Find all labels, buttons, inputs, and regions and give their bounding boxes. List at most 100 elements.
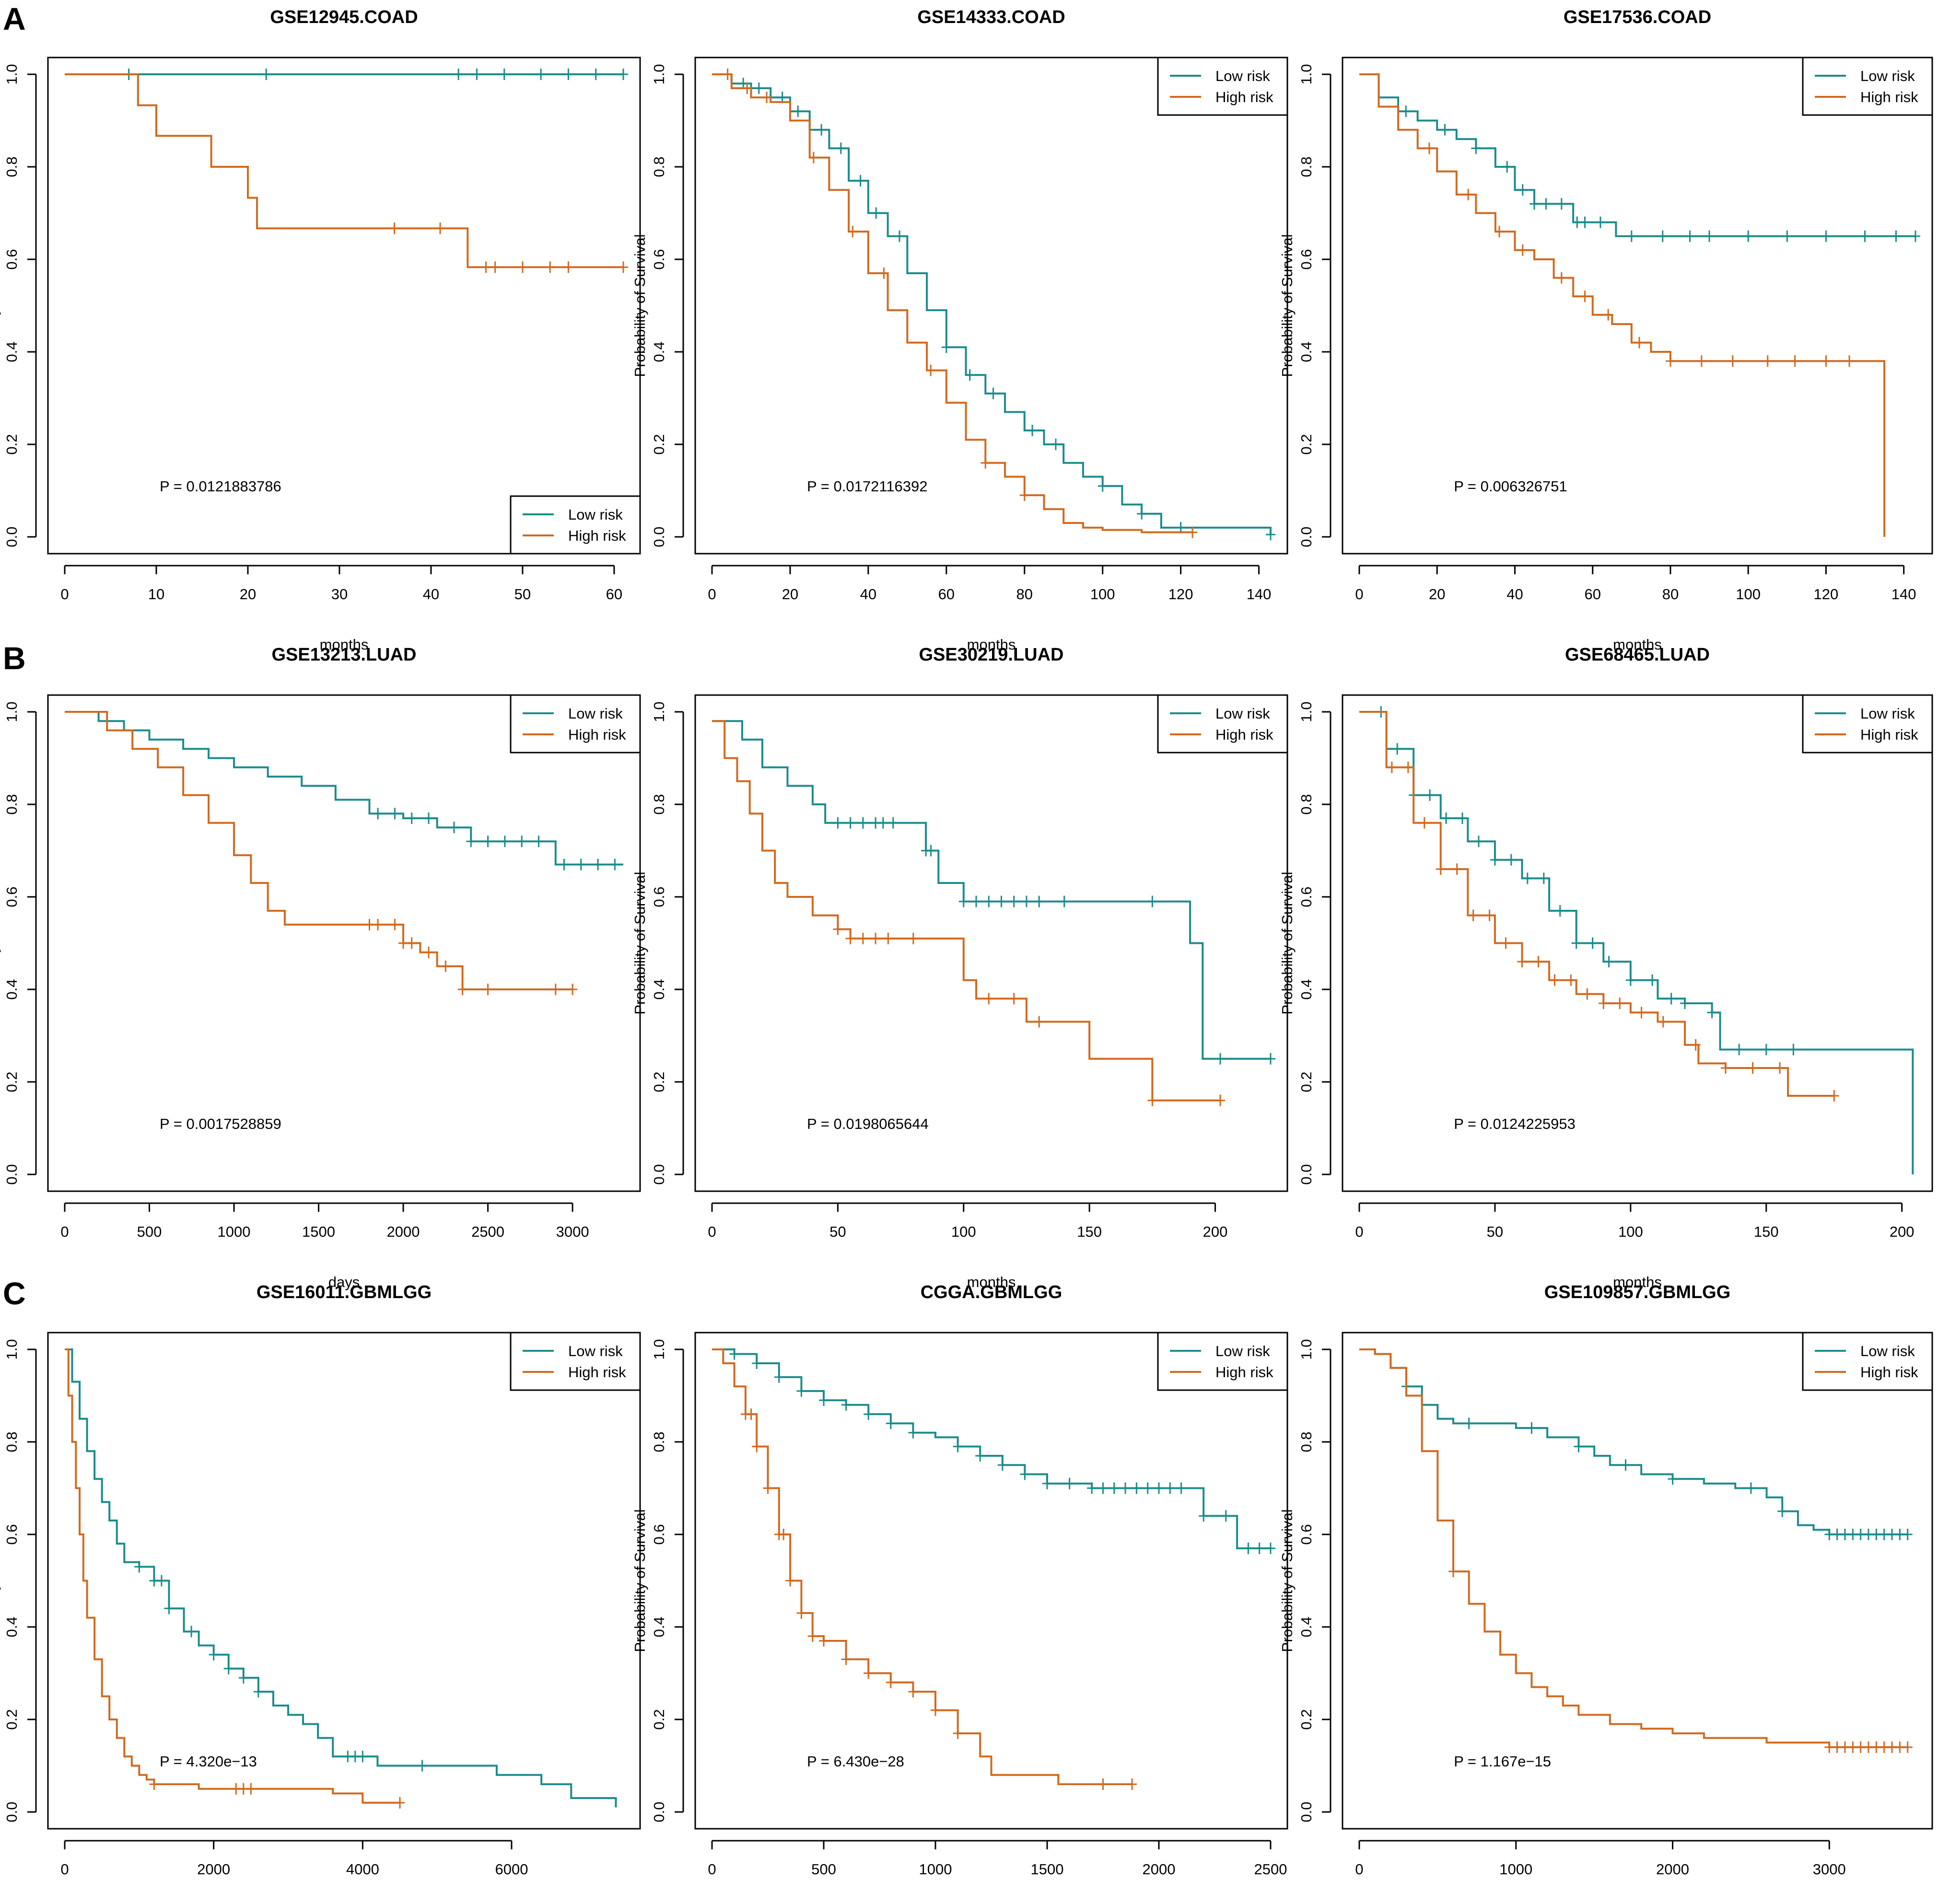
plot-frame — [694, 694, 1288, 1192]
censor-mark-high-risk — [1580, 290, 1590, 302]
plot-frame — [1342, 694, 1933, 1192]
censor-mark-low-risk — [871, 207, 881, 219]
censor-mark-low-risk — [1176, 1482, 1186, 1494]
survival-curve-high-risk — [65, 1348, 400, 1804]
y-axis-label: Probability of Survival — [1279, 871, 1296, 1014]
censor-mark-high-risk — [1658, 1016, 1668, 1028]
x-tick-label: 30 — [331, 586, 348, 603]
censor-mark-low-risk — [407, 812, 417, 824]
censor-mark-low-risk — [253, 1686, 263, 1698]
censor-mark-high-risk — [908, 932, 918, 944]
censor-mark-high-risk — [1215, 1094, 1226, 1106]
legend: Low risk High risk — [510, 694, 641, 754]
censor-mark-low-risk — [1891, 230, 1901, 242]
y-tick-label: 0.4 — [651, 341, 667, 362]
censor-mark-low-risk — [1401, 105, 1411, 117]
panel-letter-c: C — [3, 1276, 26, 1311]
x-axis-label: months — [967, 636, 1016, 653]
censor-mark-low-risk — [591, 69, 601, 80]
x-axis-label: months — [1613, 636, 1662, 653]
chart-gse13213-luad: GSE13213.LUAD 0 500 1000 1500 2000 2500 3000 day… — [0, 645, 641, 1290]
chart-title: CGGA.GBMLGG — [921, 1282, 1062, 1302]
censor-mark-low-risk — [958, 895, 969, 907]
censor-mark-high-risk — [390, 918, 400, 930]
censor-mark-high-risk — [441, 960, 451, 972]
legend: Low risk High risk — [510, 1332, 641, 1391]
p-value: P = 0.0172116392 — [807, 478, 927, 495]
censor-mark-low-risk — [563, 69, 573, 80]
censor-mark-high-risk — [1790, 355, 1800, 367]
y-tick-label: 0.4 — [3, 341, 20, 362]
y-tick-label: 0.0 — [651, 1164, 667, 1184]
censor-mark-low-risk — [1027, 425, 1038, 437]
legend-label-high-risk: High risk — [1215, 89, 1273, 105]
censor-mark-high-risk — [926, 364, 936, 376]
x-tick-label: 0 — [1355, 1223, 1363, 1240]
censor-mark-low-risk — [1788, 1044, 1798, 1056]
censor-mark-high-risk — [407, 937, 417, 949]
censor-mark-low-risk — [965, 369, 975, 381]
censor-mark-low-risk — [1009, 895, 1019, 907]
legend-label-high-risk: High risk — [568, 527, 626, 544]
censor-mark-low-risk — [1154, 1482, 1164, 1494]
x-tick-label: 200 — [1203, 1223, 1228, 1240]
legend-label-high-risk: High risk — [568, 726, 626, 743]
censor-mark-low-risk — [817, 124, 827, 136]
panel-letter-b: B — [3, 640, 26, 676]
censor-mark-low-risk — [1539, 872, 1549, 884]
y-tick-label: 1.0 — [3, 1339, 20, 1359]
censor-mark-low-risk — [1121, 1482, 1131, 1494]
censor-mark-low-risk — [997, 1459, 1007, 1471]
censor-mark-low-risk — [1440, 124, 1450, 136]
censor-mark-low-risk — [1626, 230, 1636, 242]
censor-mark-low-risk — [1680, 997, 1690, 1009]
y-tick-label: 0.8 — [3, 794, 20, 814]
x-axis-label: months — [1613, 1274, 1662, 1290]
censor-mark-low-risk — [1087, 1482, 1097, 1494]
chart-title: GSE30219.LUAD — [919, 645, 1063, 665]
x-axis-label: months — [967, 1274, 1016, 1290]
x-tick-label: 120 — [1814, 586, 1839, 603]
censor-mark-low-risk — [1143, 1482, 1153, 1494]
survival-curve-high-risk — [1359, 73, 1886, 537]
censor-mark-high-risk — [1556, 272, 1566, 284]
y-tick-label: 0.4 — [651, 979, 667, 999]
censor-mark-low-risk — [373, 808, 383, 820]
y-tick-label: 0.4 — [1298, 1616, 1315, 1637]
censor-mark-low-risk — [996, 895, 1006, 907]
y-tick-label: 1.0 — [1298, 1339, 1315, 1359]
censor-mark-low-risk — [845, 817, 855, 829]
censor-mark-low-risk — [1199, 1510, 1209, 1522]
chart-gse17536-coad: GSE17536.COAD 0 20 40 60 80 100 120 140 months 0.0… — [1279, 7, 1933, 653]
y-tick-label: 0.0 — [1298, 1801, 1315, 1822]
censor-mark-low-risk — [1059, 895, 1069, 907]
censor-mark-low-risk — [796, 1385, 806, 1397]
plot-frame — [47, 694, 641, 1192]
x-tick-label: 4000 — [346, 1861, 379, 1878]
censor-mark-low-risk — [1266, 529, 1275, 541]
x-tick-label: 1000 — [1499, 1861, 1532, 1878]
x-tick-label: 20 — [1429, 586, 1445, 603]
legend-box — [510, 495, 641, 555]
censor-mark-high-risk — [1424, 142, 1435, 154]
censor-mark-low-risk — [1473, 836, 1483, 848]
survival-curve-high-risk — [712, 720, 1221, 1102]
censor-mark-low-risk — [1221, 1510, 1231, 1522]
censor-mark-low-risk — [559, 859, 569, 871]
x-tick-label: 1000 — [218, 1223, 251, 1240]
x-tick-label: 150 — [1077, 1223, 1102, 1240]
chart-title: GSE68465.LUAD — [1565, 645, 1710, 665]
censor-mark-high-risk — [149, 1778, 159, 1790]
censor-mark-high-risk — [1720, 1062, 1730, 1074]
chart-gse30219-luad: GSE30219.LUAD 0 50 100 150 200 months 0.0 0.2 0.4… — [631, 645, 1288, 1290]
x-tick-label: 50 — [829, 1223, 846, 1240]
censor-mark-low-risk — [534, 836, 544, 848]
x-tick-label: 140 — [1891, 586, 1916, 603]
x-tick-label: 20 — [782, 586, 798, 603]
y-tick-label: 0.8 — [651, 156, 667, 177]
censor-mark-low-risk — [517, 836, 527, 848]
survival-curve-high-risk — [1359, 1348, 1908, 1748]
censor-mark-low-risk — [156, 1575, 166, 1587]
censor-mark-high-risk — [981, 457, 991, 469]
